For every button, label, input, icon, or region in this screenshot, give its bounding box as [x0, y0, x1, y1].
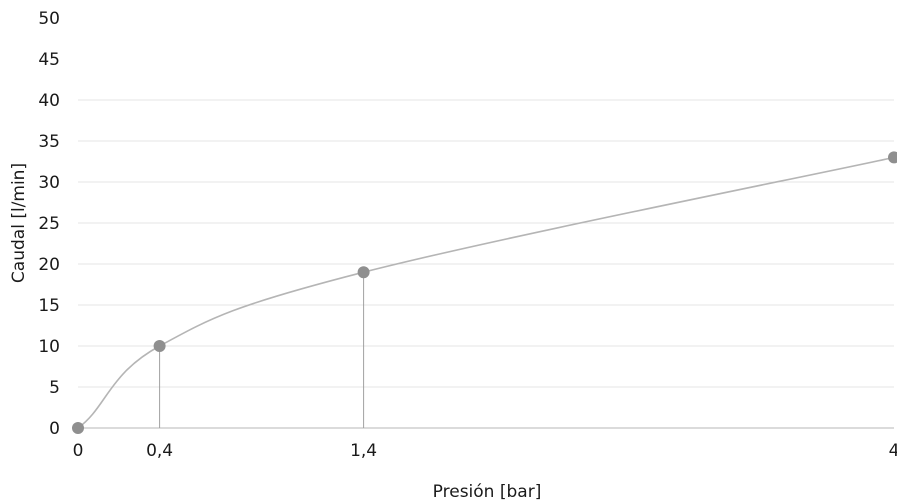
y-tick-label: 40: [38, 91, 60, 111]
y-tick-label: 45: [38, 50, 60, 70]
data-point[interactable]: [357, 266, 370, 279]
data-point[interactable]: [888, 151, 897, 164]
data-point[interactable]: [72, 422, 84, 434]
x-axis-title: Presión [bar]: [433, 482, 542, 501]
y-tick-label: 35: [38, 132, 60, 152]
y-tick-label: 15: [38, 296, 60, 316]
x-tick-label: 4: [889, 441, 897, 461]
drop-lines: [159, 272, 365, 428]
y-tick-label: 0: [49, 419, 60, 439]
y-tick-label: 50: [38, 9, 60, 29]
x-tick-label: 1,4: [350, 441, 377, 461]
y-tick-label: 20: [38, 255, 60, 275]
y-tick-label: 25: [38, 214, 60, 234]
y-tick-label: 5: [49, 378, 60, 398]
y-tick-labels: 0 5 10 15 20 25 30 35 40 45 50: [38, 9, 60, 439]
y-axis-title: Caudal [l/min]: [9, 163, 29, 283]
y-tick-label: 10: [38, 337, 60, 357]
series-group: [72, 151, 897, 434]
y-tick-label: 30: [38, 173, 60, 193]
x-tick-label: 0: [73, 441, 84, 461]
series-line: [77, 156, 895, 429]
grid-group: [78, 99, 894, 388]
x-tick-label: 0,4: [146, 441, 173, 461]
x-tick-labels: 0 0,4 1,4 4: [73, 441, 897, 461]
data-point[interactable]: [153, 340, 166, 352]
